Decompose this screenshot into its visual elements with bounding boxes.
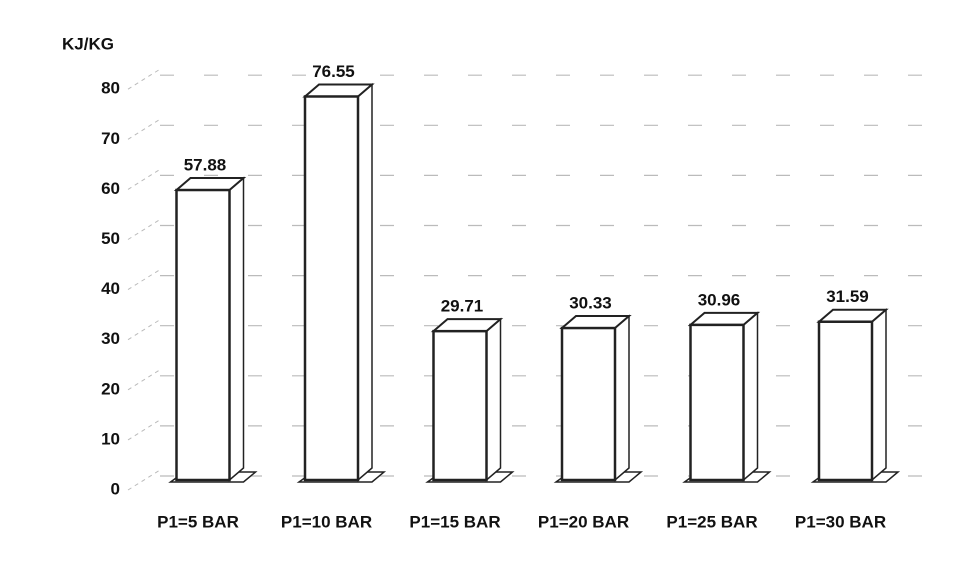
bar	[689, 323, 745, 482]
bar	[817, 320, 874, 482]
grid-line	[127, 168, 161, 190]
y-tick-label: 70	[101, 129, 120, 148]
bar-side	[228, 176, 245, 482]
y-tick-label: 0	[111, 479, 120, 498]
value-label: 57.88	[184, 156, 227, 175]
bar	[432, 329, 488, 482]
y-tick-label: 40	[101, 279, 120, 298]
x-tick-label: P1=20 BAR	[538, 512, 629, 531]
x-tick-label: P1=30 BAR	[795, 512, 886, 531]
bar	[560, 326, 617, 482]
y-tick-label: 30	[101, 329, 120, 348]
bar-side	[742, 311, 759, 482]
grid-line	[127, 369, 161, 391]
bar-side	[871, 308, 887, 482]
grid-line	[127, 118, 161, 140]
y-tick-label: 20	[101, 379, 120, 398]
x-tick-label: P1=25 BAR	[666, 512, 757, 531]
grid-line	[127, 319, 161, 341]
value-label: 76.55	[312, 62, 355, 81]
bar-side	[614, 314, 630, 482]
y-axis-label: KJ/KG	[62, 34, 114, 53]
value-label: 31.59	[826, 287, 869, 306]
grid-line	[127, 68, 161, 90]
y-tick-label: 60	[101, 179, 120, 198]
bar-side	[485, 317, 502, 482]
bar	[303, 95, 360, 482]
grid-line	[127, 269, 161, 291]
x-tick-label: P1=5 BAR	[157, 512, 239, 531]
value-label: 29.71	[441, 297, 484, 316]
grid-line	[127, 219, 161, 240]
value-label: 30.33	[569, 294, 612, 313]
x-tick-label: P1=10 BAR	[281, 512, 372, 531]
y-tick-label: 80	[101, 79, 120, 98]
grid-line	[127, 419, 161, 441]
value-label: 30.96	[698, 290, 741, 309]
bar-side	[357, 82, 373, 482]
grid-line	[127, 469, 161, 491]
x-tick-label: P1=15 BAR	[409, 512, 500, 531]
bar	[175, 188, 231, 482]
y-tick-label: 50	[101, 229, 120, 248]
y-tick-label: 10	[101, 429, 120, 448]
